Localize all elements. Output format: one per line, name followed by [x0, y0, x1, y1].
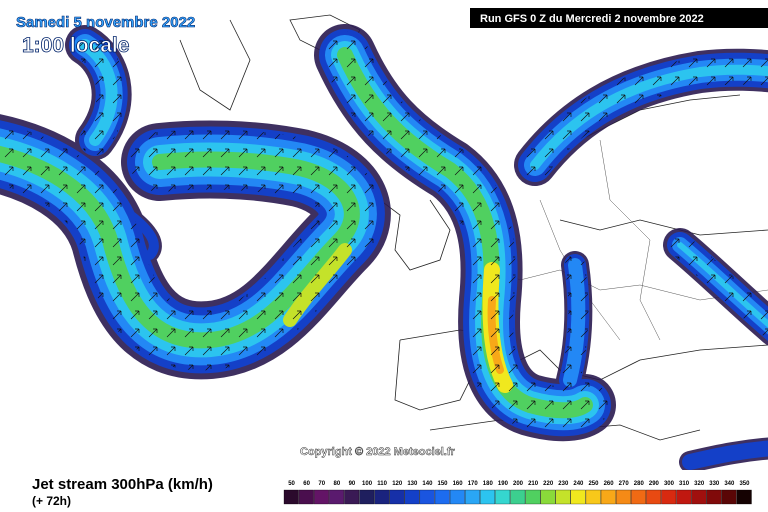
scale-label: 120: [392, 481, 403, 487]
scale-label: 270: [619, 481, 630, 487]
scale-swatch: [314, 489, 329, 505]
scale-swatch: [495, 489, 511, 505]
scale-label: 260: [604, 481, 615, 487]
scale-label: 180: [483, 481, 494, 487]
forecast-date: Samedi 5 novembre 2022: [16, 14, 195, 31]
scale-label: 130: [407, 481, 418, 487]
scale-swatch: [404, 489, 420, 505]
scale-swatch: [389, 489, 405, 505]
run-banner: [470, 8, 768, 28]
scale-swatch: [359, 489, 375, 505]
scale-label: 110: [377, 481, 387, 487]
scale-swatch: [298, 489, 314, 505]
scale-label: 150: [438, 481, 449, 487]
color-scale: 50 60 70 80 90 100 110 120 130 140 150 160 170 180 190…: [283, 481, 752, 505]
scale-swatch: [736, 489, 752, 505]
scale-swatch: [600, 489, 616, 505]
scale-label: 230: [558, 481, 569, 487]
scale-label: 310: [679, 481, 690, 487]
scale-swatch: [540, 489, 556, 505]
scale-label: 220: [543, 481, 554, 487]
footer-title: Jet stream 300hPa (km/h): [32, 476, 213, 493]
scale-label: 200: [513, 481, 524, 487]
scale-swatch: [570, 489, 586, 505]
copyright: Copyright © 2022 Meteociel.fr: [300, 446, 456, 458]
scale-label: 170: [468, 481, 479, 487]
forecast-hour: 1:00 locale: [22, 34, 129, 57]
scale-swatch: [449, 489, 465, 505]
scale-label: 100: [362, 481, 373, 487]
scale-swatch: [480, 489, 496, 505]
scale-swatch: [374, 489, 390, 505]
scale-label: 280: [634, 481, 645, 487]
scale-label: 330: [709, 481, 720, 487]
scale-swatch: [344, 489, 360, 505]
scale-swatch: [434, 489, 450, 505]
scale-swatch: [646, 489, 662, 505]
scale-label: 190: [498, 481, 509, 487]
scale-swatch: [661, 489, 677, 505]
scale-swatch: [585, 489, 601, 505]
scale-label: 290: [649, 481, 660, 487]
scale-swatch: [283, 489, 299, 505]
scale-label: 350: [739, 481, 750, 487]
scale-label: 160: [453, 481, 464, 487]
scale-swatch: [691, 489, 707, 505]
scale-swatch: [631, 489, 646, 505]
scale-swatch: [419, 489, 435, 505]
run-info: Run GFS 0 Z du Mercredi 2 novembre 2022: [480, 13, 704, 25]
scale-swatch: [465, 489, 480, 505]
scale-label: 300: [664, 481, 675, 487]
scale-swatch: [510, 489, 526, 505]
scale-swatch: [525, 489, 541, 505]
scale-label: 50: [288, 481, 295, 487]
scale-label: 320: [694, 481, 705, 487]
scale-label: 60: [303, 481, 310, 487]
jet-stream-bands: [0, 45, 768, 462]
scale-swatch: [615, 489, 631, 505]
scale-swatch: [706, 489, 722, 505]
scale-label: 70: [318, 481, 325, 487]
scale-label: 250: [588, 481, 599, 487]
scale-label: 340: [724, 481, 735, 487]
scale-swatch: [555, 489, 571, 505]
scale-swatch: [721, 489, 737, 505]
scale-label: 240: [573, 481, 584, 487]
scale-label: 140: [422, 481, 433, 487]
scale-label: 90: [349, 481, 356, 487]
scale-swatch: [676, 489, 692, 505]
scale-label: 80: [333, 481, 340, 487]
scale-label: 210: [528, 481, 539, 487]
scale-swatch: [329, 489, 345, 505]
footer-lead: (+ 72h): [32, 494, 71, 508]
